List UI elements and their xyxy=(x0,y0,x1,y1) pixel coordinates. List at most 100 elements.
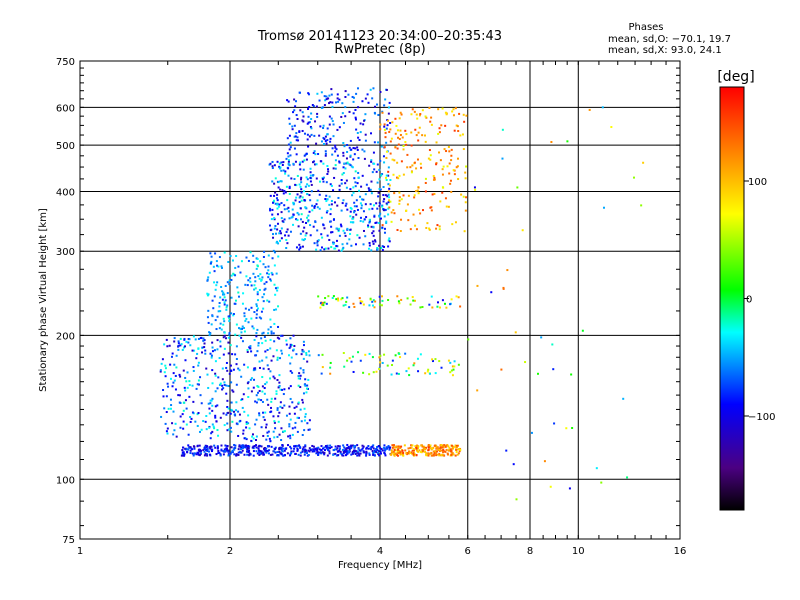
data-point xyxy=(196,424,199,427)
data-point xyxy=(394,117,397,120)
data-point xyxy=(383,451,386,454)
data-point xyxy=(351,355,354,358)
data-point xyxy=(398,302,401,305)
data-point xyxy=(214,360,217,363)
data-point xyxy=(221,388,224,391)
data-point xyxy=(312,161,315,164)
data-point xyxy=(223,296,226,299)
data-point xyxy=(214,374,217,377)
data-point xyxy=(303,453,306,456)
data-point xyxy=(216,339,219,342)
data-point xyxy=(301,245,304,248)
data-point xyxy=(501,128,504,131)
data-point xyxy=(358,297,361,300)
data-point xyxy=(267,452,270,455)
data-point xyxy=(346,359,349,362)
data-point xyxy=(282,430,285,433)
data-point xyxy=(293,147,296,150)
data-point xyxy=(290,447,293,450)
data-point xyxy=(269,440,272,443)
data-point xyxy=(304,444,307,447)
data-point xyxy=(205,367,208,370)
data-point xyxy=(299,207,302,210)
colorbar-tick-label: 0 xyxy=(746,295,752,306)
data-point xyxy=(381,111,384,114)
data-point xyxy=(319,160,322,163)
data-point xyxy=(237,265,240,268)
data-point xyxy=(360,207,363,210)
data-point xyxy=(334,144,337,147)
data-point xyxy=(323,449,326,452)
data-point xyxy=(451,374,454,377)
data-point xyxy=(299,195,302,198)
data-point xyxy=(220,265,223,268)
data-point xyxy=(246,382,249,385)
data-point xyxy=(387,445,390,448)
data-point xyxy=(356,234,359,237)
data-point xyxy=(238,334,241,337)
data-point xyxy=(241,340,244,343)
data-point xyxy=(390,211,393,214)
data-point xyxy=(334,164,337,167)
data-point xyxy=(413,110,416,113)
data-point xyxy=(258,277,261,280)
data-point xyxy=(327,168,330,171)
data-point xyxy=(287,159,290,162)
data-point xyxy=(301,401,304,404)
data-point xyxy=(435,227,438,230)
data-point xyxy=(374,448,377,451)
data-point xyxy=(303,159,306,162)
data-point xyxy=(352,221,355,224)
data-point xyxy=(358,189,361,192)
data-point xyxy=(257,275,260,278)
data-point xyxy=(349,188,352,191)
data-point xyxy=(277,242,280,245)
data-point xyxy=(387,190,390,193)
data-point xyxy=(351,194,354,197)
data-point xyxy=(295,184,298,187)
data-point xyxy=(213,349,216,352)
data-point xyxy=(365,446,368,449)
data-point xyxy=(184,399,187,402)
data-point xyxy=(428,106,431,109)
data-point xyxy=(272,355,275,358)
data-point xyxy=(280,161,283,164)
data-point xyxy=(245,256,248,259)
data-point xyxy=(435,454,438,457)
data-point xyxy=(299,377,302,380)
data-point xyxy=(261,385,264,388)
data-point xyxy=(205,449,208,452)
data-point xyxy=(281,189,284,192)
data-point xyxy=(345,447,348,450)
data-point xyxy=(361,174,364,177)
data-point xyxy=(274,293,277,296)
data-point xyxy=(265,381,268,384)
data-point xyxy=(402,194,405,197)
data-point xyxy=(400,198,403,201)
data-point xyxy=(323,301,326,304)
data-point xyxy=(394,146,397,149)
data-point xyxy=(373,162,376,165)
data-point xyxy=(571,427,574,430)
data-point xyxy=(204,448,207,451)
data-point xyxy=(289,154,292,157)
data-point xyxy=(253,288,256,291)
data-point xyxy=(253,311,256,314)
data-point xyxy=(225,366,228,369)
data-point xyxy=(350,453,353,456)
data-point xyxy=(371,232,374,235)
data-point xyxy=(450,451,453,454)
data-point xyxy=(242,393,245,396)
data-point xyxy=(199,376,202,379)
data-point xyxy=(431,454,434,457)
data-point xyxy=(297,377,300,380)
data-point xyxy=(292,213,295,216)
data-point xyxy=(457,448,460,451)
data-point xyxy=(216,348,219,351)
data-point xyxy=(233,443,236,446)
data-point xyxy=(396,295,399,298)
data-point xyxy=(428,452,431,455)
data-point xyxy=(210,354,213,357)
data-point xyxy=(388,237,391,240)
legend-line-x: mean, sd,X: 93.0, 24.1 xyxy=(608,45,722,56)
